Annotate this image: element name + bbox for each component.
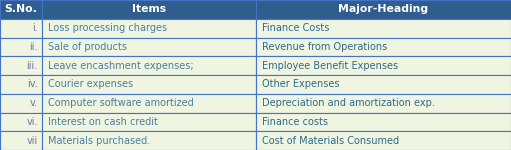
Bar	[256, 19, 511, 38]
Bar	[42, 112, 256, 131]
Text: Major-Heading: Major-Heading	[338, 4, 428, 14]
Text: Interest on cash credit: Interest on cash credit	[48, 117, 158, 127]
Text: vi.: vi.	[26, 117, 38, 127]
Bar	[42, 56, 256, 75]
Bar	[0, 56, 42, 75]
Text: Items: Items	[132, 4, 166, 14]
Bar	[0, 38, 42, 56]
Text: Finance costs: Finance costs	[262, 117, 328, 127]
Text: vii: vii	[27, 136, 38, 146]
Bar	[42, 0, 256, 19]
Bar	[42, 38, 256, 56]
Bar	[256, 38, 511, 56]
Text: iii.: iii.	[27, 61, 38, 71]
Text: Loss processing charges: Loss processing charges	[48, 23, 167, 33]
Text: Materials purchased.: Materials purchased.	[48, 136, 150, 146]
Bar	[0, 94, 42, 112]
Text: ii.: ii.	[29, 42, 38, 52]
Bar	[0, 131, 42, 150]
Text: Cost of Materials Consumed: Cost of Materials Consumed	[262, 136, 399, 146]
Text: iv.: iv.	[27, 79, 38, 89]
Text: v.: v.	[30, 98, 38, 108]
Bar	[256, 75, 511, 94]
Text: Other Expenses: Other Expenses	[262, 79, 339, 89]
Bar	[0, 75, 42, 94]
Bar	[42, 19, 256, 38]
Text: Revenue from Operations: Revenue from Operations	[262, 42, 387, 52]
Bar	[42, 94, 256, 112]
Text: i.: i.	[32, 23, 38, 33]
Text: Sale of products: Sale of products	[48, 42, 127, 52]
Text: Courier expenses: Courier expenses	[48, 79, 133, 89]
Bar	[256, 94, 511, 112]
Bar	[256, 0, 511, 19]
Text: Employee Benefit Expenses: Employee Benefit Expenses	[262, 61, 398, 71]
Text: Computer software amortized: Computer software amortized	[48, 98, 194, 108]
Bar	[0, 19, 42, 38]
Bar	[256, 112, 511, 131]
Text: Depreciation and amortization exp.: Depreciation and amortization exp.	[262, 98, 434, 108]
Bar	[0, 0, 42, 19]
Text: S.No.: S.No.	[5, 4, 37, 14]
Bar	[42, 131, 256, 150]
Bar	[0, 112, 42, 131]
Text: Finance Costs: Finance Costs	[262, 23, 329, 33]
Bar	[256, 56, 511, 75]
Text: Leave encashment expenses;: Leave encashment expenses;	[48, 61, 194, 71]
Bar	[42, 75, 256, 94]
Bar	[256, 131, 511, 150]
